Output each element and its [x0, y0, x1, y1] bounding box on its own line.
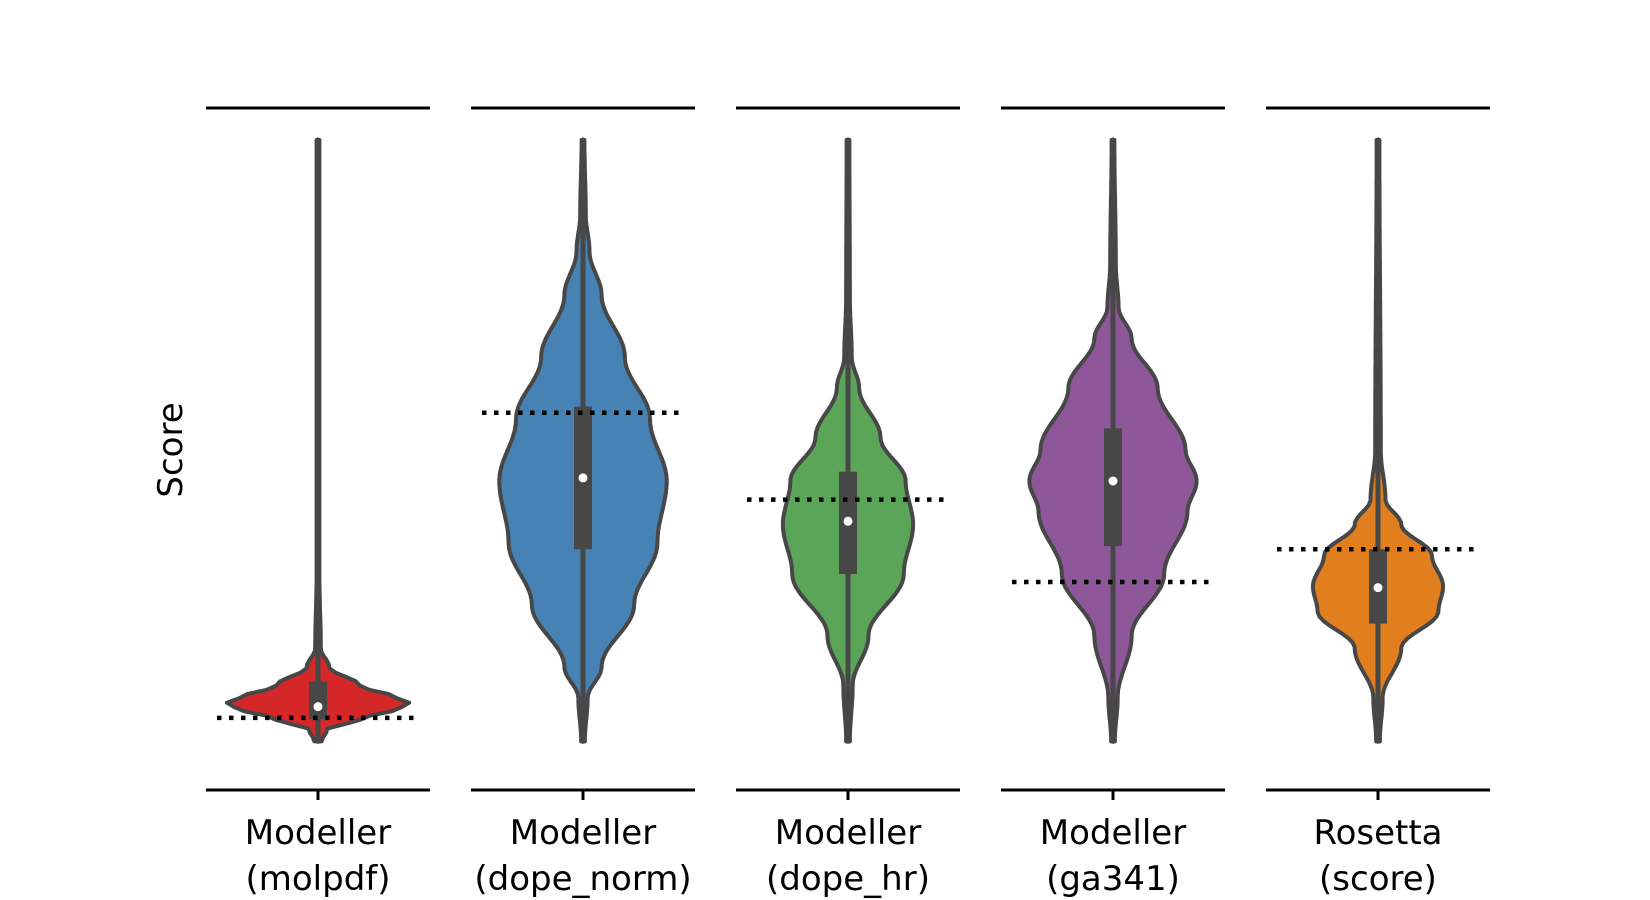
chart-panels: Modeller(molpdf)Modeller(dope_norm)Model…	[206, 106, 1490, 899]
median-point	[578, 473, 588, 483]
violin-panel: Modeller (dope_hr)	[736, 106, 960, 899]
x-tick-label: (ga341)	[1046, 859, 1180, 899]
violin-panel: Rosetta (score)	[1266, 106, 1490, 899]
y-axis-label: Score	[151, 402, 191, 497]
violin-panel: Modeller (ga341)	[1001, 106, 1225, 899]
x-tick-label: (molpdf)	[245, 859, 390, 899]
x-tick-label: Modeller	[775, 813, 921, 853]
x-tick-label: Modeller	[1040, 813, 1186, 853]
median-point	[1373, 583, 1383, 593]
x-tick-label: (dope_hr)	[766, 859, 930, 899]
violin-panel: Modeller (dope_norm)	[471, 106, 695, 899]
median-point	[1108, 476, 1118, 486]
x-tick-label: (dope_norm)	[474, 859, 691, 899]
x-tick-label: Modeller	[510, 813, 656, 853]
median-point	[313, 702, 323, 712]
median-point	[843, 516, 853, 526]
iqr-box	[1104, 428, 1122, 547]
violin-panel: Modeller (molpdf)	[206, 106, 430, 899]
iqr-box	[309, 681, 327, 720]
x-tick-label: Rosetta	[1313, 813, 1442, 853]
x-tick-label: (score)	[1319, 859, 1437, 899]
x-tick-label: Modeller	[245, 813, 391, 853]
